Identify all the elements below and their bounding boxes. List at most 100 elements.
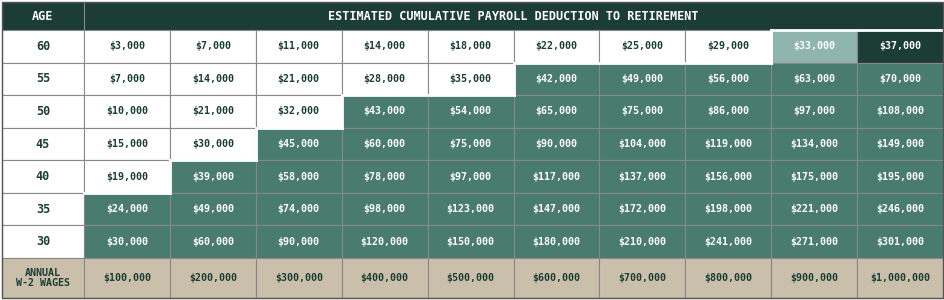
Bar	[2, 2, 84, 30]
Bar	[856, 225, 942, 258]
Bar	[2, 128, 84, 160]
Text: $400,000: $400,000	[361, 273, 408, 283]
Bar	[2, 63, 84, 95]
Bar	[256, 225, 342, 258]
Text: $56,000: $56,000	[706, 74, 749, 84]
Text: $75,000: $75,000	[449, 139, 491, 149]
Bar	[170, 30, 256, 63]
Text: $30,000: $30,000	[106, 237, 148, 247]
Text: $7,000: $7,000	[194, 41, 230, 51]
Bar	[684, 258, 770, 298]
Bar	[598, 95, 684, 128]
Bar	[770, 30, 856, 63]
Bar	[84, 160, 170, 193]
Text: $123,000: $123,000	[447, 204, 494, 214]
Text: $22,000: $22,000	[535, 41, 577, 51]
Text: $90,000: $90,000	[535, 139, 577, 149]
Bar	[684, 225, 770, 258]
Text: 45: 45	[36, 137, 50, 151]
Text: $75,000: $75,000	[621, 106, 663, 116]
Bar	[598, 30, 684, 63]
Text: $156,000: $156,000	[703, 172, 751, 182]
Bar	[342, 160, 427, 193]
Bar	[427, 128, 513, 160]
Bar	[856, 258, 942, 298]
Bar	[856, 128, 942, 160]
Text: $271,000: $271,000	[789, 237, 837, 247]
Text: $900,000: $900,000	[789, 273, 837, 283]
Bar	[684, 128, 770, 160]
Bar	[427, 193, 513, 225]
Bar	[84, 2, 942, 30]
Text: 50: 50	[36, 105, 50, 118]
Text: $800,000: $800,000	[703, 273, 751, 283]
Bar	[513, 63, 598, 95]
Bar	[84, 193, 170, 225]
Bar	[513, 95, 598, 128]
Bar	[684, 160, 770, 193]
Text: $15,000: $15,000	[106, 139, 148, 149]
Bar	[342, 30, 427, 63]
Bar	[342, 63, 427, 95]
Bar	[84, 63, 170, 95]
Text: $97,000: $97,000	[792, 106, 834, 116]
Text: $97,000: $97,000	[449, 172, 491, 182]
Text: $30,000: $30,000	[192, 139, 233, 149]
Text: $100,000: $100,000	[103, 273, 151, 283]
Text: $301,000: $301,000	[875, 237, 923, 247]
Text: $200,000: $200,000	[189, 273, 237, 283]
Text: $172,000: $172,000	[617, 204, 666, 214]
Text: $104,000: $104,000	[617, 139, 666, 149]
Text: 60: 60	[36, 40, 50, 53]
Text: $45,000: $45,000	[278, 139, 319, 149]
Bar	[513, 258, 598, 298]
Text: $3,000: $3,000	[109, 41, 144, 51]
Bar	[427, 30, 513, 63]
Bar	[513, 128, 598, 160]
Bar	[84, 258, 170, 298]
Text: $7,000: $7,000	[109, 74, 144, 84]
Bar	[427, 95, 513, 128]
Text: 35: 35	[36, 202, 50, 216]
Text: $195,000: $195,000	[875, 172, 923, 182]
Text: $11,000: $11,000	[278, 41, 319, 51]
Bar	[170, 160, 256, 193]
Text: AGE: AGE	[32, 10, 54, 22]
Text: $35,000: $35,000	[449, 74, 491, 84]
Bar	[856, 193, 942, 225]
Text: $117,000: $117,000	[531, 172, 580, 182]
Bar	[684, 95, 770, 128]
Bar	[256, 128, 342, 160]
Text: $134,000: $134,000	[789, 139, 837, 149]
Text: $600,000: $600,000	[531, 273, 580, 283]
Bar	[427, 63, 513, 95]
Text: $19,000: $19,000	[106, 172, 148, 182]
Text: $300,000: $300,000	[275, 273, 323, 283]
Bar	[342, 225, 427, 258]
Bar	[84, 95, 170, 128]
Bar	[770, 160, 856, 193]
Bar	[770, 193, 856, 225]
Bar	[427, 225, 513, 258]
Text: $39,000: $39,000	[192, 172, 233, 182]
Text: $119,000: $119,000	[703, 139, 751, 149]
Bar	[256, 95, 342, 128]
Bar	[598, 128, 684, 160]
Bar	[598, 225, 684, 258]
Text: ANNUAL: ANNUAL	[25, 268, 61, 278]
Text: $10,000: $10,000	[106, 106, 148, 116]
Bar	[170, 95, 256, 128]
Bar	[684, 193, 770, 225]
Bar	[513, 193, 598, 225]
Text: $63,000: $63,000	[792, 74, 834, 84]
Bar	[256, 30, 342, 63]
Text: $29,000: $29,000	[706, 41, 749, 51]
Text: $58,000: $58,000	[278, 172, 319, 182]
Text: $221,000: $221,000	[789, 204, 837, 214]
Bar	[256, 63, 342, 95]
Text: $60,000: $60,000	[363, 139, 405, 149]
Bar	[342, 258, 427, 298]
Bar	[684, 63, 770, 95]
Bar	[2, 225, 84, 258]
Bar	[2, 258, 84, 298]
